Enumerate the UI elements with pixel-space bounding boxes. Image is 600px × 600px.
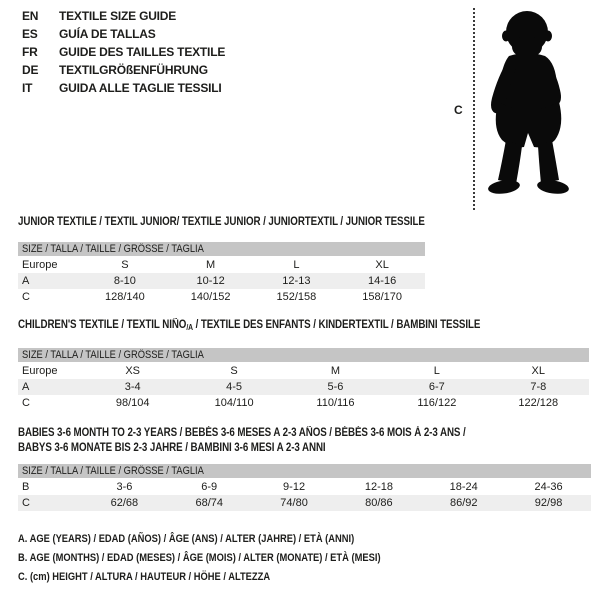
- babies-size-table: B 3-6 6-9 9-12 12-18 18-24 24-36 C 62/68 68/74 74/…: [18, 479, 591, 511]
- language-label: GUIDA ALLE TAGLIE TESSILI: [59, 81, 222, 95]
- cell-value: 110/116: [316, 397, 355, 409]
- cell-value: 116/122: [417, 397, 457, 409]
- junior-size-header-bar: SIZE / TALLA / TAILLE / GRÖSSE / TAGLIA: [18, 242, 425, 256]
- language-label: TEXTILE SIZE GUIDE: [59, 9, 177, 23]
- cell-value: 140/152: [190, 291, 231, 303]
- cell-value: 74/80: [280, 497, 308, 509]
- cell-value: 158/170: [362, 291, 402, 303]
- children-size-header-bar: SIZE / TALLA / TAILLE / GRÖSSE / TAGLIA: [18, 348, 589, 362]
- cell-value: XS: [125, 365, 141, 377]
- cell-value: S: [121, 259, 129, 271]
- cell-value: 62/68: [110, 497, 139, 509]
- cell-value: M: [206, 259, 216, 271]
- row-label: C: [22, 497, 30, 509]
- cell-value: 6-7: [428, 381, 445, 393]
- cell-value: 18-24: [449, 481, 478, 493]
- language-code: EN: [22, 9, 39, 23]
- cell-value: 14-16: [368, 275, 397, 287]
- children-section: CHILDREN'S TEXTILE / TEXTIL NIÑO/A / TEX…: [18, 319, 589, 411]
- cell-value: XL: [531, 365, 546, 377]
- cell-value: 104/110: [214, 397, 254, 409]
- title-subscript: /A: [186, 323, 193, 332]
- table-row: Europe S M L XL: [18, 257, 425, 273]
- cell-value: 3-6: [116, 481, 133, 493]
- cell-value: 80/86: [365, 497, 393, 509]
- cell-value: 9-12: [283, 481, 306, 493]
- cell-value: 8-10: [113, 275, 136, 287]
- cell-value: 24-36: [534, 481, 563, 493]
- cell-value: 98/104: [115, 397, 150, 409]
- language-code: ES: [22, 27, 38, 41]
- cell-value: S: [230, 365, 238, 377]
- junior-size-table: Europe S M L XL A 8-10 10-12 12-13 14-16 C 128/140 1…: [18, 257, 425, 305]
- row-label: Europe: [22, 259, 58, 271]
- cell-value: 128/140: [104, 291, 145, 303]
- cell-value: 12-18: [364, 481, 393, 493]
- cell-value: 68/74: [195, 497, 223, 509]
- table-row: A 8-10 10-12 12-13 14-16: [18, 273, 425, 289]
- cell-value: M: [330, 365, 341, 377]
- row-label: C: [22, 291, 30, 303]
- babies-section-title-line1: BABIES 3-6 MONTH TO 2-3 YEARS / BEBÉS 3-…: [18, 427, 466, 439]
- language-row-it: IT GUIDA ALLE TAGLIE TESSILI: [22, 79, 225, 97]
- table-row: A 3-4 4-5 5-6 6-7 7-8: [18, 379, 589, 395]
- language-guide-list: EN TEXTILE SIZE GUIDE ES GUÍA DE TALLAS …: [22, 7, 225, 97]
- babies-section-title-line2: BABYS 3-6 MONATE BIS 2-3 JAHRE / BAMBINI…: [18, 442, 326, 454]
- cell-value: 10-12: [196, 275, 225, 287]
- height-measure-label: C: [454, 103, 463, 117]
- babies-size-header-bar: SIZE / TALLA / TAILLE / GRÖSSE / TAGLIA: [18, 464, 591, 478]
- language-label: TEXTILGRÖßENFÜHRUNG: [59, 63, 208, 77]
- language-code: IT: [22, 81, 33, 95]
- language-label: GUIDE DES TAILLES TEXTILE: [59, 45, 226, 59]
- row-label: C: [22, 397, 30, 409]
- children-size-table: Europe XS S M L XL A 3-4 4-5 5-6 6-7 7-8 C 98/104 104/…: [18, 363, 589, 411]
- language-row-fr: FR GUIDE DES TAILLES TEXTILE: [22, 43, 225, 61]
- table-row: C 128/140 140/152 152/158 158/170: [18, 289, 425, 305]
- children-section-title: CHILDREN'S TEXTILE / TEXTIL NIÑO/A / TEX…: [18, 319, 481, 332]
- row-label: A: [22, 275, 30, 287]
- height-dotted-line: [473, 8, 475, 210]
- babies-section: BABIES 3-6 MONTH TO 2-3 YEARS / BEBÉS 3-…: [18, 426, 591, 511]
- cell-value: 122/128: [518, 397, 559, 409]
- cell-value: 5-6: [327, 381, 344, 393]
- row-label: A: [22, 381, 30, 393]
- legend-line-b: B. AGE (MONTHS) / EDAD (MESES) / ÂGE (MO…: [18, 552, 381, 564]
- cell-value: XL: [375, 259, 389, 271]
- toddler-silhouette: [488, 11, 569, 194]
- row-label: B: [22, 481, 30, 493]
- junior-section-title: JUNIOR TEXTILE / TEXTIL JUNIOR/ TEXTILE …: [18, 216, 425, 228]
- legend-line-a: A. AGE (YEARS) / EDAD (AÑOS) / ÂGE (ANS)…: [18, 533, 355, 545]
- legend-line-c: C. (cm) HEIGHT / ALTURA / HAUTEUR / HÖHE…: [18, 571, 271, 583]
- cell-value: L: [293, 259, 300, 271]
- table-row: Europe XS S M L XL: [18, 363, 589, 379]
- cell-value: 152/158: [276, 291, 317, 303]
- cell-value: 12-13: [282, 275, 311, 287]
- language-label: GUÍA DE TALLAS: [59, 27, 156, 41]
- language-row-de: DE TEXTILGRÖßENFÜHRUNG: [22, 61, 225, 79]
- junior-section: JUNIOR TEXTILE / TEXTIL JUNIOR/ TEXTILE …: [18, 216, 425, 305]
- cell-value: 3-4: [124, 381, 141, 393]
- cell-value: 86/92: [449, 497, 478, 509]
- cell-value: L: [433, 365, 440, 377]
- cell-value: 6-9: [201, 481, 218, 493]
- table-row: B 3-6 6-9 9-12 12-18 18-24 24-36: [18, 479, 591, 495]
- cell-value: 7-8: [530, 381, 547, 393]
- cell-value: 4-5: [226, 381, 243, 393]
- cell-value: 92/98: [534, 497, 563, 509]
- row-label: Europe: [22, 365, 58, 377]
- language-code: DE: [22, 63, 39, 77]
- language-row-en: EN TEXTILE SIZE GUIDE: [22, 7, 225, 25]
- language-row-es: ES GUÍA DE TALLAS: [22, 25, 225, 43]
- language-code: FR: [22, 45, 38, 59]
- table-row: C 98/104 104/110 110/116 116/122 122/128: [18, 395, 589, 411]
- measurement-legend: A. AGE (YEARS) / EDAD (AÑOS) / ÂGE (ANS)…: [18, 533, 445, 590]
- table-row: C 62/68 68/74 74/80 80/86 86/92 92/98: [18, 495, 591, 511]
